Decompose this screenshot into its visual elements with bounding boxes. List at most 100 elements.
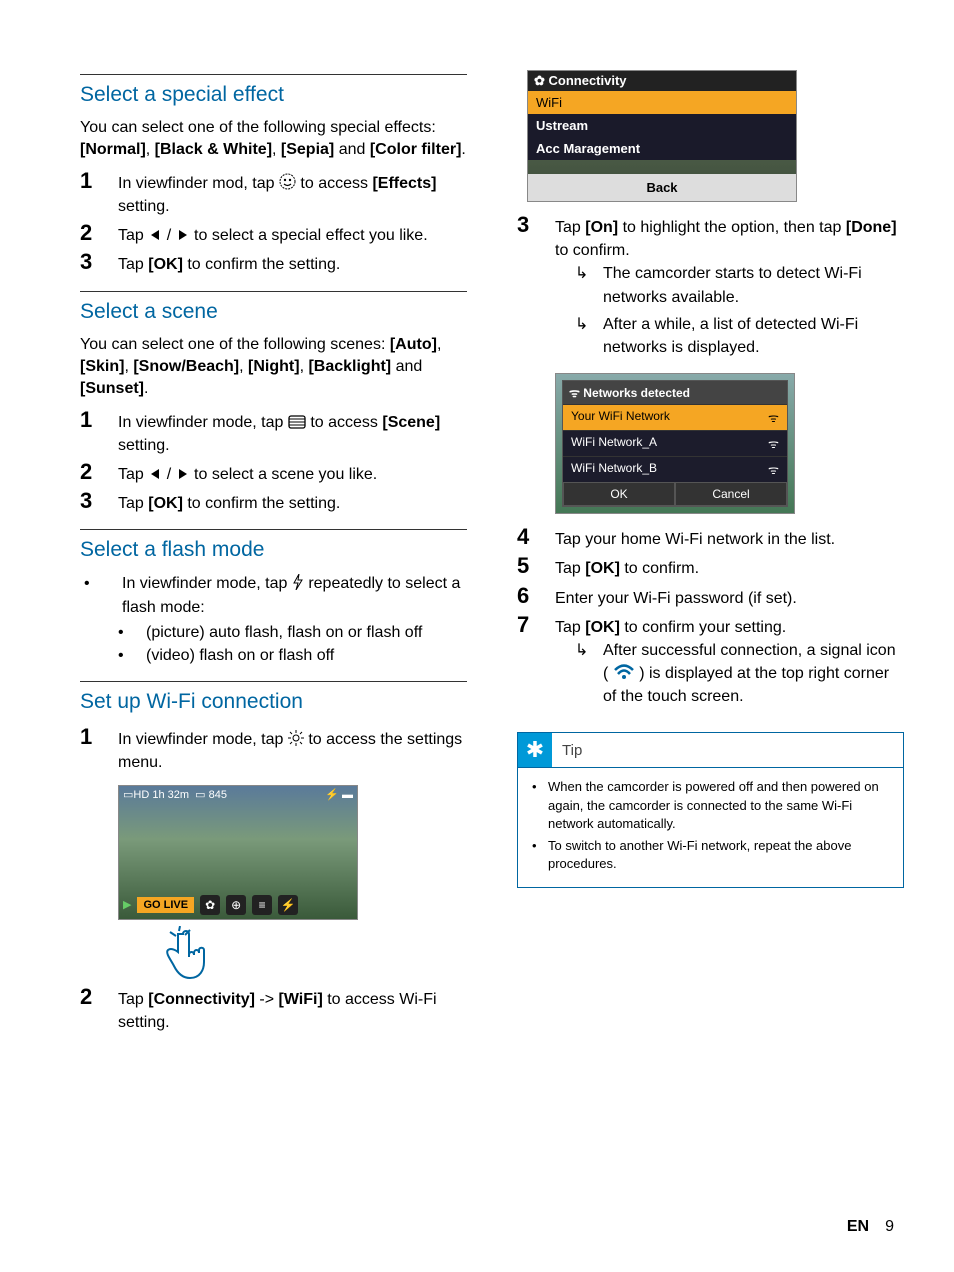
- t: ->: [255, 991, 279, 1008]
- t: Tap: [118, 466, 148, 483]
- step-body: Tap / to select a special effect you lik…: [118, 220, 467, 247]
- opt: [Snow/Beach]: [133, 358, 239, 375]
- results: ↳After successful connection, a signal i…: [555, 639, 904, 709]
- t: To switch to another Wi-Fi network, repe…: [548, 837, 889, 873]
- t: In viewfinder mode, tap: [122, 575, 292, 592]
- scene-steps: 1 In viewfinder mode, tap to access [Sce…: [80, 407, 467, 516]
- t: and: [391, 358, 422, 375]
- t: to confirm your setting.: [620, 619, 786, 636]
- step-body: Tap [OK] to confirm.: [555, 553, 904, 580]
- wifi-signal-icon: ᯤ: [768, 435, 779, 452]
- t: to select a special effect you like.: [190, 227, 428, 244]
- tap-finger-icon: [160, 926, 210, 981]
- rule: [80, 291, 467, 292]
- menu-row: Ustream: [528, 114, 796, 137]
- page-content: Select a special effect You can select o…: [0, 0, 954, 1076]
- sub: (picture) auto flash, flash on or flash …: [118, 621, 467, 644]
- t: to confirm the setting.: [183, 495, 340, 512]
- opt: [Normal]: [80, 141, 146, 158]
- results: ↳The camcorder starts to detect Wi-Fi ne…: [555, 262, 904, 359]
- t: to highlight the option, then tap: [618, 219, 846, 236]
- rule: [80, 74, 467, 75]
- page-number: 9: [885, 1218, 894, 1235]
- gear-btn-icon: ✿: [200, 895, 220, 915]
- t: to confirm.: [620, 560, 699, 577]
- t: You can select one of the following scen…: [80, 336, 390, 353]
- step: 1 In viewfinder mode, tap to access [Sce…: [80, 407, 467, 457]
- step-body: Tap [On] to highlight the option, then t…: [555, 212, 904, 363]
- step: 4Tap your home Wi-Fi network in the list…: [517, 524, 904, 551]
- steps-4-7: 4Tap your home Wi-Fi network in the list…: [517, 524, 904, 712]
- step-num: 2: [80, 220, 118, 246]
- t: Tap: [555, 560, 585, 577]
- t: Tap: [118, 495, 148, 512]
- t: [OK]: [585, 560, 620, 577]
- net-panel: ᯤ Networks detected Your WiFi Networkᯤ W…: [562, 380, 788, 507]
- globe-icon: ⊕: [226, 895, 246, 915]
- net-row: WiFi Network_Bᯤ: [563, 456, 787, 482]
- t: When the camcorder is powered off and th…: [548, 778, 889, 833]
- t: HD: [133, 789, 149, 801]
- left-arrow-icon: [148, 467, 162, 481]
- t: In viewfinder mod, tap: [118, 175, 279, 192]
- rule: [80, 529, 467, 530]
- net-buttons: OK Cancel: [563, 482, 787, 506]
- back-button: Back: [528, 174, 796, 201]
- t: Tap: [118, 991, 148, 1008]
- wifi-connected-icon: [613, 664, 635, 680]
- step-body: Tap / to select a scene you like.: [118, 459, 467, 486]
- t: [Done]: [846, 219, 897, 236]
- wifi-signal-icon: ᯤ: [768, 409, 779, 426]
- vf-top: ▭HD 1h 32m ▭ 845 ⚡ ▬: [123, 788, 353, 801]
- t: [OK]: [148, 495, 183, 512]
- step: 1 In viewfinder mode, tap to access the …: [80, 724, 467, 774]
- menu-row: WiFi: [528, 91, 796, 114]
- step-num: 5: [517, 553, 555, 579]
- wifi-steps: 1 In viewfinder mode, tap to access the …: [80, 724, 467, 774]
- effect-intro: You can select one of the following spec…: [80, 117, 467, 162]
- step-body: In viewfinder mod, tap to access [Effect…: [118, 168, 467, 218]
- flash-bullets: In viewfinder mode, tap repeatedly to se…: [80, 572, 467, 618]
- t: After successful connection, a signal ic…: [603, 639, 904, 709]
- t: [On]: [585, 219, 618, 236]
- step-body: Tap [OK] to confirm the setting.: [118, 488, 467, 515]
- result-item: ↳After successful connection, a signal i…: [575, 639, 904, 709]
- left-arrow-icon: [148, 228, 162, 242]
- opt: [Skin]: [80, 358, 124, 375]
- right-arrow-icon: [176, 467, 190, 481]
- t: to access: [296, 175, 372, 192]
- step-num: 1: [80, 168, 118, 194]
- opt: [Color filter]: [370, 141, 462, 158]
- t: [OK]: [585, 619, 620, 636]
- lang-label: EN: [847, 1218, 869, 1235]
- step: 7 Tap [OK] to confirm your setting. ↳Aft…: [517, 612, 904, 713]
- flash-sub-bullets: (picture) auto flash, flash on or flash …: [80, 621, 467, 667]
- opt: [Auto]: [390, 336, 437, 353]
- t: Tap: [118, 256, 148, 273]
- sub: (video) flash on or flash off: [118, 644, 467, 667]
- result-arrow-icon: ↳: [575, 313, 603, 336]
- heading-flash: Select a flash mode: [80, 538, 467, 562]
- tip-header: ✱ Tip: [518, 733, 903, 768]
- t: Tap: [118, 227, 148, 244]
- page-footer: EN 9: [847, 1218, 894, 1236]
- step-num: 6: [517, 583, 555, 609]
- scene-intro: You can select one of the following scen…: [80, 334, 467, 401]
- t: In viewfinder mode, tap: [118, 731, 288, 748]
- wifi-signal-icon: ᯤ: [768, 461, 779, 478]
- result-arrow-icon: ↳: [575, 639, 603, 662]
- t: (video) flash on or flash off: [146, 644, 334, 667]
- ok-button: OK: [563, 482, 675, 506]
- step: 6Enter your Wi-Fi password (if set).: [517, 583, 904, 610]
- step: 2 Tap / to select a scene you like.: [80, 459, 467, 486]
- face-icon: [279, 173, 296, 190]
- t: Your WiFi Network: [571, 409, 670, 426]
- opt: [Sepia]: [281, 141, 334, 158]
- t: to confirm.: [555, 242, 630, 259]
- step-num: 3: [517, 212, 555, 238]
- t: WiFi Network_A: [571, 435, 657, 452]
- right-column: ✿ Connectivity WiFi Ustream Acc Marageme…: [517, 60, 904, 1036]
- t: [Connectivity]: [148, 991, 255, 1008]
- t: to select a scene you like.: [190, 466, 378, 483]
- flash-btn-icon: ⚡: [278, 895, 298, 915]
